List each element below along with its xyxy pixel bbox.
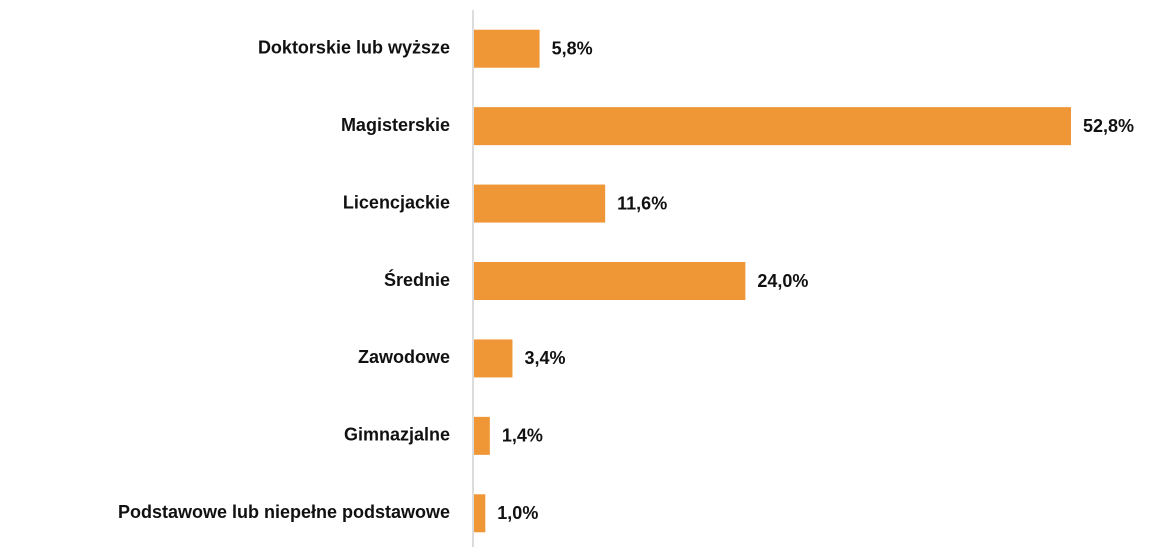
value-label: 52,8% bbox=[1083, 116, 1134, 136]
bar bbox=[474, 416, 490, 455]
value-label: 11,6% bbox=[617, 193, 667, 213]
category-label: Doktorskie lub wyższe bbox=[258, 37, 450, 57]
value-label: 5,8% bbox=[552, 38, 593, 58]
value-label: 1,4% bbox=[502, 426, 543, 446]
bar bbox=[474, 494, 486, 533]
category-label: Średnie bbox=[384, 269, 450, 290]
category-label: Gimnazjalne bbox=[344, 425, 450, 445]
bar bbox=[474, 262, 746, 300]
value-label: 24,0% bbox=[757, 271, 808, 291]
bar bbox=[474, 184, 606, 223]
category-label: Podstawowe lub niepełne podstawowe bbox=[118, 502, 450, 522]
bar bbox=[474, 29, 540, 68]
category-label: Licencjackie bbox=[343, 192, 450, 212]
category-label: Magisterskie bbox=[341, 115, 450, 135]
category-label: Zawodowe bbox=[358, 347, 450, 367]
value-label: 3,4% bbox=[524, 348, 565, 368]
bar bbox=[474, 339, 513, 378]
bar bbox=[474, 107, 1071, 146]
value-label: 1,0% bbox=[497, 503, 538, 523]
